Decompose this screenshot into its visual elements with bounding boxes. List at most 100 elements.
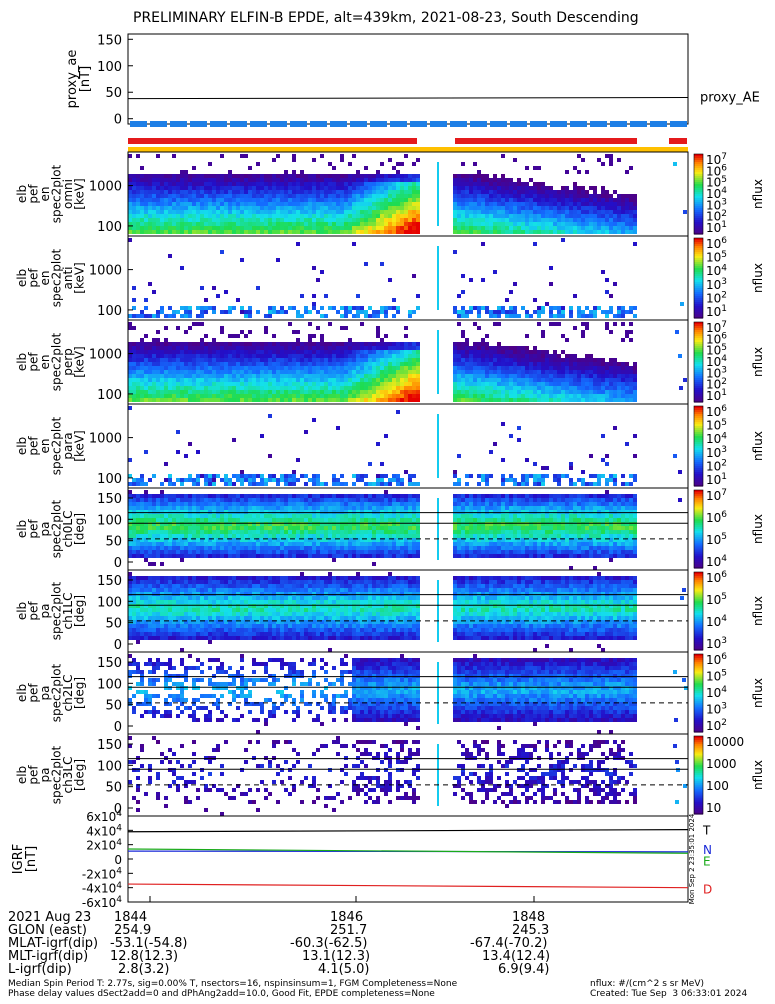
spectrogram-cell (609, 474, 613, 478)
spectrogram-cell (312, 342, 316, 346)
spectrogram-cell (148, 502, 152, 506)
spectrogram-cell (589, 454, 593, 458)
spectrogram-cell (529, 350, 533, 354)
spectrogram-cell (336, 482, 340, 486)
spectrogram-cell (601, 366, 605, 370)
spectrogram-cell (412, 210, 416, 214)
spectrogram-cell (208, 230, 212, 234)
spectrogram-cell (156, 154, 160, 158)
spectrogram-cell (152, 374, 156, 378)
spectrogram-cell (228, 374, 232, 378)
spectrogram-cell (244, 230, 248, 234)
spectrogram-cell (489, 194, 493, 198)
spectrogram-cell (521, 398, 525, 402)
spectrogram-cell (132, 186, 136, 190)
spectrogram-cell (529, 226, 533, 230)
spectrogram-cell (216, 514, 220, 518)
spectrogram-cell (477, 314, 481, 318)
spectrogram-cell (408, 370, 412, 374)
spectrogram-cell (152, 530, 156, 534)
spectrogram-cell (533, 478, 537, 482)
status-bar-blue-seg (330, 121, 347, 127)
spectrogram-cell (316, 358, 320, 362)
spectrogram-cell (384, 342, 388, 346)
spectrogram-cell (364, 262, 368, 266)
spectrogram-cell (240, 534, 244, 538)
spectrogram-cell (288, 374, 292, 378)
spectrogram-cell (192, 514, 196, 518)
spectrogram-cell (164, 226, 168, 230)
spectrogram-cell (264, 518, 268, 522)
spectrogram-cell (400, 190, 404, 194)
spectrogram-cell (404, 346, 408, 350)
spectrogram-cell (541, 214, 545, 218)
spectrogram-cell (252, 222, 256, 226)
spectrogram-cell (176, 226, 180, 230)
spectrogram-cell (200, 358, 204, 362)
spectrogram-cell (412, 230, 416, 234)
spectrogram-cell (565, 222, 569, 226)
spectrogram-cell (380, 186, 384, 190)
spectrogram-cell (144, 366, 148, 370)
spectrogram-cell (549, 314, 553, 318)
spectrogram-cell (537, 182, 541, 186)
spectrogram-cell (268, 190, 272, 194)
spectrogram-cell (312, 370, 316, 374)
spectrogram-cell (481, 474, 485, 478)
spectrogram-cell (525, 182, 529, 186)
spectrogram-cell (461, 218, 465, 222)
spectrogram-cell (348, 226, 352, 230)
spectrogram-cell (605, 230, 609, 234)
spectrogram-cell (268, 346, 272, 350)
spectrogram-cell (477, 362, 481, 366)
spectrogram-cell (152, 190, 156, 194)
spectrogram-cell (264, 502, 268, 506)
spectrogram-cell (192, 182, 196, 186)
spectrogram-cell (412, 206, 416, 210)
spectrogram-cell (360, 222, 364, 226)
spectrogram-cell (565, 382, 569, 386)
spectrogram-cell (336, 394, 340, 398)
spectrogram-cell (212, 482, 216, 486)
spectrogram-cell (364, 374, 368, 378)
spectrogram-cell (465, 190, 469, 194)
spectrogram-cell (176, 494, 180, 498)
spectrogram-cell (541, 206, 545, 210)
spectrogram-cell (404, 334, 408, 338)
spectrogram-cell (501, 174, 505, 178)
colorbar-tick-label: 103 (706, 445, 727, 460)
spectrogram-cell (368, 350, 372, 354)
spectrogram-cell (256, 358, 260, 362)
spectrogram-cell (364, 346, 368, 350)
status-bar-blue-seg (510, 121, 527, 127)
spectrogram-cell (184, 174, 188, 178)
spectrogram-cell (176, 366, 180, 370)
spectrogram-cell (392, 370, 396, 374)
spectrogram-cell (252, 474, 256, 478)
spectrogram-cell (533, 218, 537, 222)
spectrogram-cell (481, 350, 485, 354)
status-bar-blue-seg (470, 121, 487, 127)
spectrogram-cell (280, 550, 284, 554)
spectrogram-cell (140, 342, 144, 346)
spectrogram-cell (268, 522, 272, 526)
spectrogram-cell (525, 362, 529, 366)
spectrogram-cell (553, 226, 557, 230)
spectrogram-cell (561, 362, 565, 366)
spectrogram-cell (320, 186, 324, 190)
spectrogram-cell (152, 194, 156, 198)
spectrogram-cell (268, 478, 272, 482)
spectrogram-cell (244, 518, 248, 522)
spectrogram-cell (200, 206, 204, 210)
spectrogram-cell (288, 518, 292, 522)
spectrogram-cell (497, 354, 501, 358)
spectrogram-cell (461, 362, 465, 366)
spectrogram-cell (340, 382, 344, 386)
spectrogram-cell (276, 230, 280, 234)
spectrogram-cell (396, 482, 400, 486)
spectrogram-cell (581, 218, 585, 222)
spectrogram-cell (621, 398, 625, 402)
spectrogram-cell (184, 542, 188, 546)
spectrogram-cell (469, 222, 473, 226)
spectrogram-cell (196, 546, 200, 550)
